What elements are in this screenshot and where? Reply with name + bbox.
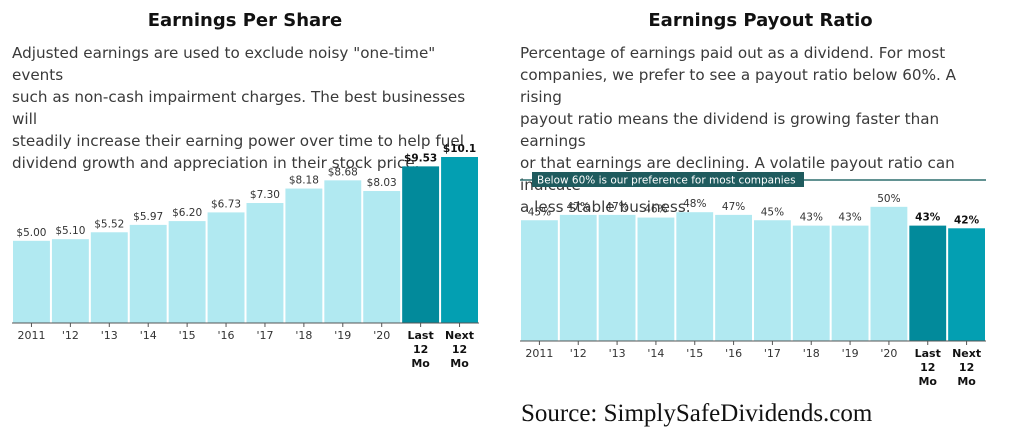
payout-bar (559, 214, 597, 341)
eps-data-label: $5.00 (16, 227, 46, 239)
eps-data-label: $10.1 (443, 143, 476, 155)
payout-bar (598, 214, 636, 341)
eps-bar (129, 224, 167, 323)
eps-tick-label: '13 (101, 329, 118, 342)
eps-tick-label: 2011 (17, 329, 45, 342)
eps-tick-label: '20 (373, 329, 390, 342)
payout-bar (792, 225, 830, 341)
payout-tick-label: 12 (959, 361, 974, 374)
payout-data-label: 47% (605, 201, 628, 213)
payout-tick-label: 2011 (525, 347, 553, 360)
payout-bar (948, 228, 985, 341)
payout-tick-label: '17 (764, 347, 781, 360)
payout-bar (754, 220, 791, 341)
payout-tick-label: '19 (842, 347, 859, 360)
payout-bar (909, 225, 947, 341)
payout-bar (521, 220, 558, 341)
payout-tick-label: '12 (570, 347, 587, 360)
eps-tick-label: '17 (256, 329, 273, 342)
payout-data-label: 43% (800, 212, 823, 224)
eps-data-label: $5.10 (55, 225, 85, 237)
payout-bar (637, 217, 675, 341)
eps-data-label: $8.68 (328, 166, 358, 178)
payout-bar-chart: Below 60% is our preference for most com… (520, 172, 986, 388)
eps-tick-label: Last (408, 329, 434, 342)
payout-tick-label: '15 (686, 347, 703, 360)
payout-data-label: 45% (761, 206, 784, 218)
eps-bar (285, 188, 323, 323)
eps-bar (90, 232, 128, 323)
payout-tick-label: Mo (918, 375, 937, 388)
eps-bar (402, 166, 440, 323)
eps-bar (13, 240, 50, 323)
eps-tick-label: '15 (179, 329, 196, 342)
payout-bar (831, 225, 869, 341)
eps-data-label: $6.73 (211, 198, 241, 210)
eps-bar (441, 157, 478, 323)
payout-tick-label: '18 (803, 347, 820, 360)
payout-data-label: 46% (644, 204, 667, 216)
payout-data-label: 42% (954, 214, 980, 226)
eps-tick-label: Mo (450, 357, 469, 370)
eps-desc-line: Adjusted earnings are used to exclude no… (12, 44, 436, 84)
payout-tick-label: 12 (920, 361, 935, 374)
eps-tick-label: 12 (452, 343, 467, 356)
payout-desc-line: companies, we prefer to see a payout rat… (520, 66, 957, 106)
eps-data-label: $7.30 (250, 189, 280, 201)
payout-title: Earnings Payout Ratio (648, 10, 873, 31)
eps-tick-label: '16 (218, 329, 235, 342)
eps-bar (363, 191, 401, 323)
eps-bar (246, 203, 284, 323)
eps-data-label: $8.18 (289, 175, 319, 187)
eps-tick-label: '18 (295, 329, 312, 342)
eps-data-label: $6.20 (172, 207, 202, 219)
eps-desc-line: such as non-cash impairment charges. The… (12, 88, 466, 128)
eps-tick-label: '12 (62, 329, 79, 342)
payout-bar (676, 212, 714, 341)
eps-bar (168, 221, 206, 323)
payout-data-label: 50% (877, 193, 900, 205)
eps-bar (207, 212, 245, 323)
payout-tick-label: '13 (609, 347, 626, 360)
payout-bar (715, 214, 752, 341)
eps-data-label: $5.52 (94, 218, 124, 230)
payout-desc-line: payout ratio means the dividend is growi… (520, 110, 940, 150)
payout-data-label: 47% (567, 201, 590, 213)
payout-data-label: 48% (683, 198, 706, 210)
eps-tick-label: Next (445, 329, 474, 342)
payout-reference-label-bg (532, 172, 804, 187)
eps-tick-label: '19 (334, 329, 351, 342)
eps-desc-line: steadily increase their earning power ov… (12, 132, 464, 150)
eps-desc-line: dividend growth and appreciation in thei… (12, 154, 420, 172)
eps-tick-label: Mo (411, 357, 430, 370)
payout-desc-line: Percentage of earnings paid out as a div… (520, 44, 946, 62)
payout-reference-label: Below 60% is our preference for most com… (537, 175, 796, 187)
eps-title: Earnings Per Share (147, 10, 343, 31)
payout-tick-label: '14 (647, 347, 664, 360)
eps-bar-chart: $5.00 2011 $5.10 '12 $5.52 '13 $5.97 '14 $6.20 '1… (12, 143, 479, 370)
payout-data-label: 47% (722, 201, 745, 213)
eps-description: Adjusted earnings are used to exclude no… (12, 42, 482, 174)
eps-data-label: $8.03 (367, 177, 397, 189)
payout-bar (870, 206, 908, 341)
payout-tick-label: '20 (880, 347, 897, 360)
eps-bar (51, 239, 89, 323)
payout-data-label: 45% (528, 206, 551, 218)
eps-data-label: $9.53 (404, 152, 437, 164)
payout-data-label: 43% (915, 212, 941, 224)
payout-desc-line: a less stable business. (520, 198, 691, 216)
eps-tick-label: '14 (140, 329, 157, 342)
payout-tick-label: Mo (957, 375, 976, 388)
payout-data-label: 43% (838, 212, 861, 224)
payout-tick-label: Next (952, 347, 981, 360)
eps-data-label: $5.97 (133, 211, 163, 223)
eps-bar (324, 180, 362, 323)
payout-tick-label: Last (915, 347, 941, 360)
source-caption: Source: SimplySafeDividends.com (521, 400, 873, 427)
eps-tick-label: 12 (413, 343, 428, 356)
payout-tick-label: '16 (725, 347, 742, 360)
